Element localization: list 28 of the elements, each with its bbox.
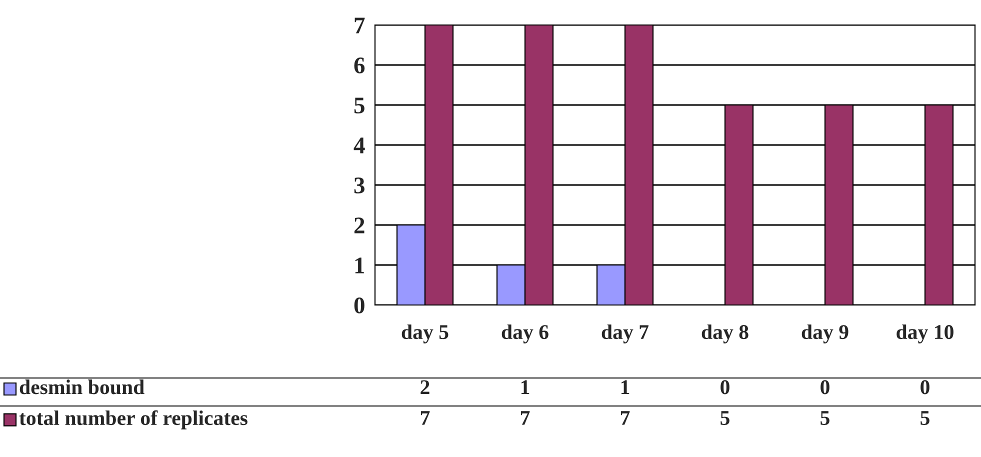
x-tick-label: day 7 bbox=[602, 324, 649, 344]
y-tick-label: 7 bbox=[354, 18, 365, 34]
y-tick-label: 2 bbox=[354, 218, 364, 234]
x-tick-label: day 5 bbox=[402, 324, 448, 344]
data-label: 7 bbox=[420, 411, 430, 425]
x-tick-label: day 6 bbox=[502, 324, 548, 344]
data-label: 7 bbox=[520, 411, 530, 425]
data-label: 7 bbox=[620, 411, 630, 425]
x-tick-label: day 9 bbox=[802, 324, 848, 344]
y-tick-label: 3 bbox=[354, 178, 364, 194]
data-label: 0 bbox=[820, 380, 830, 394]
data-label: 2 bbox=[420, 380, 430, 394]
data-label: 1 bbox=[521, 380, 530, 394]
legend-label: total number of replicates bbox=[19, 410, 248, 430]
legend-label: desmin bound bbox=[20, 380, 144, 394]
y-tick-label: 4 bbox=[354, 138, 365, 154]
data-label: 0 bbox=[720, 380, 730, 394]
data-label: 5 bbox=[820, 411, 830, 426]
data-label: 5 bbox=[720, 411, 730, 426]
data-label: 1 bbox=[621, 380, 630, 394]
x-tick-label: day 8 bbox=[702, 324, 748, 344]
x-tick-label: day 10 bbox=[896, 324, 954, 344]
y-tick-label: 0 bbox=[354, 297, 364, 314]
data-label: 5 bbox=[920, 411, 930, 426]
y-tick-label: 5 bbox=[354, 98, 364, 114]
y-tick-label: 1 bbox=[355, 258, 364, 274]
data-label: 0 bbox=[920, 380, 930, 394]
y-tick-label: 6 bbox=[354, 58, 365, 74]
